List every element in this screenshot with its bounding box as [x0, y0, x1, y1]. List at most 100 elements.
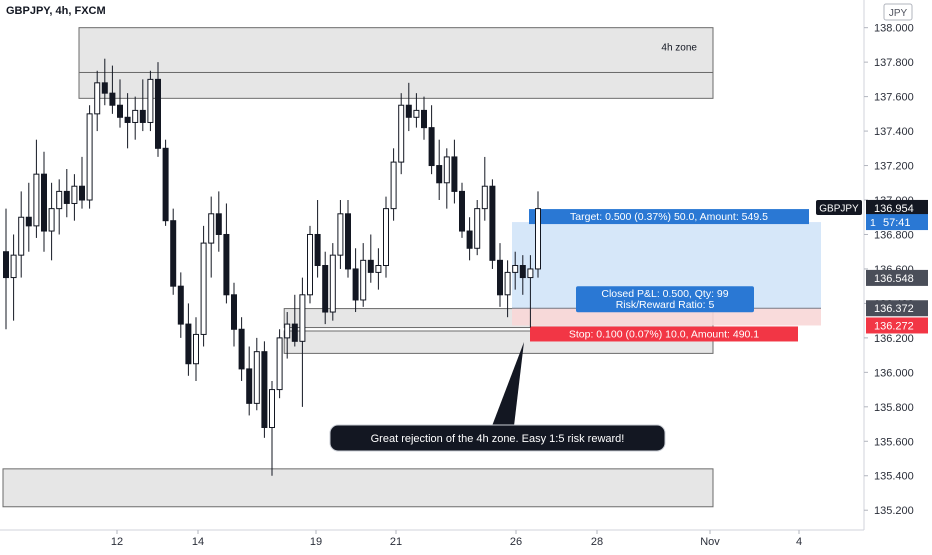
zone-box — [78, 71, 714, 99]
annotation-layer: Great rejection of the 4h zone. Easy 1:5… — [329, 342, 666, 452]
countdown-tag-box — [866, 214, 928, 231]
y-tick-label: 135.600 — [874, 436, 914, 448]
candle-body — [428, 127, 435, 167]
candle-body — [231, 294, 237, 330]
closed-pnl-label: Closed P&L: 0.500, Qty: 99 — [601, 288, 728, 300]
candle-body — [299, 294, 306, 342]
candle-body — [170, 220, 177, 287]
candle-body — [322, 265, 329, 313]
risk-reward-label: Risk/Reward Ratio: 5 — [616, 299, 715, 311]
x-tick-label: Nov — [700, 536, 720, 548]
candle-body — [413, 109, 420, 118]
y-tick-label: 135.400 — [874, 471, 914, 483]
candle-body — [367, 259, 374, 273]
candle-body — [117, 104, 123, 118]
candle-body — [124, 116, 131, 123]
candle-body — [94, 82, 101, 115]
y-tick-label: 137.200 — [874, 161, 914, 173]
candle-body — [497, 259, 503, 296]
candle-body — [109, 92, 116, 106]
symbol-tag-label: GBPJPY — [819, 203, 859, 214]
candle-body — [291, 323, 298, 342]
y-tick-label: 136.800 — [874, 229, 914, 241]
annotation-bubble — [329, 424, 666, 452]
candle-body — [253, 351, 260, 404]
candle-body — [261, 351, 268, 428]
candle-body — [474, 208, 481, 249]
zone-box — [78, 27, 714, 73]
x-tick-label: 19 — [310, 536, 322, 548]
x-tick-label: 26 — [510, 536, 522, 548]
candle-body — [200, 242, 207, 335]
currency-button[interactable]: JPY — [883, 3, 913, 21]
symbol-tag-box — [816, 199, 862, 215]
candle-body — [185, 323, 192, 365]
closed-pnl-box — [576, 286, 754, 313]
target-label: Target: 0.500 (0.37%) 50.0, Amount: 549.… — [570, 211, 768, 223]
currency-button-label: JPY — [889, 8, 908, 19]
position-layer: Target: 0.500 (0.37%) 50.0, Amount: 549.… — [512, 209, 821, 342]
candle-body — [63, 190, 70, 204]
price-tags-layer: GBPJPY 136.954 1 57:41 136.548 136.372 136.272 — [816, 199, 928, 334]
candle-body — [3, 251, 9, 279]
y-tick-label: 136.200 — [874, 333, 914, 345]
candle-body — [451, 156, 458, 192]
candle-body — [512, 265, 519, 273]
candle-body — [33, 173, 40, 227]
candle-body — [405, 104, 412, 118]
candle-body — [360, 259, 367, 301]
candle-body — [155, 78, 161, 149]
time-axis[interactable]: 12 14 19 21 26 28 Nov 4 — [111, 530, 802, 548]
y-tick-label: 136.000 — [874, 367, 914, 379]
candle-body — [535, 208, 541, 270]
candle-body — [436, 165, 443, 184]
price-tag-box — [866, 317, 928, 334]
x-tick-label: 4 — [796, 536, 802, 548]
candle-body — [215, 213, 222, 235]
candle-body — [527, 268, 534, 279]
candle-body — [383, 208, 389, 267]
candle-body — [147, 78, 154, 123]
annotation-text: Great rejection of the 4h zone. Easy 1:5… — [371, 433, 625, 445]
candle-body — [246, 368, 253, 404]
candles-layer — [3, 58, 541, 476]
candle-body — [238, 328, 245, 370]
candle-body — [48, 208, 55, 232]
candle-body — [352, 268, 359, 301]
candle-body — [276, 337, 283, 391]
candle-body — [314, 233, 321, 266]
candle-body — [269, 389, 275, 428]
candle-body — [284, 323, 291, 339]
stop-label-box — [530, 326, 798, 342]
y-tick-label: 135.800 — [874, 402, 914, 414]
candle-body — [18, 216, 25, 256]
candle-body — [193, 333, 199, 365]
loss-area — [512, 308, 821, 326]
price-tag-label: 136.954 — [874, 203, 914, 215]
candle-body — [443, 156, 450, 184]
zone-label: 4h zone — [661, 43, 697, 54]
y-tick-label: 135.200 — [874, 505, 914, 517]
x-tick-label: 14 — [192, 536, 204, 548]
candle-body — [223, 233, 230, 296]
candle-body — [481, 185, 488, 210]
price-tag-label: 136.372 — [874, 303, 914, 315]
candle-body — [25, 216, 32, 227]
annotation-pointer — [492, 342, 524, 426]
candle-body — [307, 233, 313, 296]
candle-body — [86, 113, 93, 201]
countdown-label: 57:41 — [883, 217, 911, 229]
stop-label: Stop: 0.100 (0.07%) 10.0, Amount: 490.1 — [569, 328, 759, 340]
countdown-prefix: 1 — [870, 217, 876, 229]
price-tag-box — [866, 199, 928, 216]
y-tick-label: 137.400 — [874, 126, 914, 138]
candle-body — [398, 104, 405, 163]
candle-body — [337, 213, 344, 256]
x-tick-label: 12 — [111, 536, 123, 548]
candle-body — [375, 265, 382, 273]
candle-body — [390, 161, 397, 210]
candle-body — [56, 190, 63, 210]
candle-body — [466, 230, 473, 249]
